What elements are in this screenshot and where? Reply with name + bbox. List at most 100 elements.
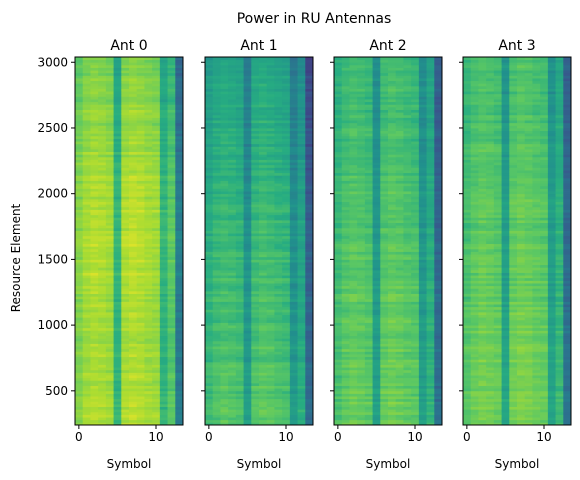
heatmap-cell: [152, 57, 161, 61]
heatmap-cell: [357, 372, 366, 376]
heatmap-cell: [305, 114, 314, 118]
heatmap-cell: [418, 382, 427, 386]
heatmap-cell: [90, 361, 99, 365]
heatmap-cell: [297, 193, 306, 197]
heatmap-cell: [113, 380, 122, 384]
heatmap-cell: [205, 356, 214, 360]
heatmap-cell: [372, 256, 381, 260]
heatmap-cell: [144, 101, 153, 105]
heatmap-cell: [82, 154, 91, 158]
heatmap-cell: [380, 335, 389, 339]
heatmap-cell: [289, 340, 298, 344]
heatmap-cell: [75, 351, 84, 355]
heatmap-cell: [334, 298, 343, 302]
heatmap-cell: [167, 340, 176, 344]
heatmap-cell: [357, 314, 366, 318]
heatmap-cell: [205, 78, 214, 82]
heatmap-cell: [357, 275, 366, 279]
heatmap-cell: [372, 385, 381, 389]
heatmap-cell: [121, 327, 130, 331]
heatmap-cell: [259, 88, 268, 92]
heatmap-cell: [82, 156, 91, 160]
heatmap-cell: [205, 75, 214, 79]
heatmap-cell: [289, 59, 298, 63]
heatmap-cell: [75, 364, 84, 368]
heatmap-cell: [152, 83, 161, 87]
heatmap-cell: [75, 246, 84, 250]
heatmap-cell: [98, 304, 107, 308]
heatmap-cell: [341, 235, 350, 239]
heatmap-cell: [105, 346, 114, 350]
heatmap-cell: [297, 411, 306, 415]
heatmap-cell: [426, 285, 435, 289]
heatmap-cell: [212, 156, 221, 160]
heatmap-cell: [251, 133, 260, 137]
heatmap-cell: [136, 143, 145, 147]
heatmap-cell: [105, 151, 114, 155]
heatmap-cell: [220, 125, 229, 129]
heatmap-cell: [129, 340, 138, 344]
heatmap-cell: [349, 267, 358, 271]
heatmap-cell: [434, 275, 443, 279]
heatmap-cell: [357, 317, 366, 321]
heatmap-cell: [266, 306, 275, 310]
heatmap-cell: [266, 219, 275, 223]
heatmap-cell: [305, 59, 314, 63]
heatmap-cell: [364, 364, 373, 368]
heatmap-cell: [289, 67, 298, 71]
heatmap-cell: [418, 319, 427, 323]
heatmap-cell: [297, 233, 306, 237]
heatmap-cell: [82, 290, 91, 294]
heatmap-cell: [426, 330, 435, 334]
heatmap-cell: [418, 330, 427, 334]
heatmap-cell: [75, 388, 84, 392]
heatmap-cell: [289, 212, 298, 216]
heatmap-cell: [105, 254, 114, 258]
heatmap-cell: [334, 322, 343, 326]
heatmap-cell: [297, 340, 306, 344]
heatmap-cell: [251, 185, 260, 189]
heatmap-cell: [274, 367, 283, 371]
heatmap-cell: [305, 238, 314, 242]
heatmap-cell: [266, 170, 275, 174]
heatmap-cell: [266, 338, 275, 342]
heatmap-cell: [266, 335, 275, 339]
heatmap-cell: [105, 206, 114, 210]
heatmap-cell: [426, 406, 435, 410]
heatmap-cell: [259, 393, 268, 397]
heatmap-cell: [341, 346, 350, 350]
heatmap-cell: [129, 230, 138, 234]
heatmap-cell: [205, 322, 214, 326]
heatmap-cell: [297, 248, 306, 252]
heatmap-cell: [251, 333, 260, 337]
heatmap-cell: [418, 269, 427, 273]
heatmap-cell: [372, 298, 381, 302]
heatmap-cell: [75, 254, 84, 258]
heatmap-cell: [144, 146, 153, 150]
heatmap-cell: [175, 398, 184, 402]
heatmap-cell: [90, 225, 99, 229]
heatmap-cell: [220, 325, 229, 329]
heatmap-cell: [220, 382, 229, 386]
heatmap-cell: [90, 288, 99, 292]
heatmap-cell: [243, 99, 252, 103]
heatmap-cell: [90, 335, 99, 339]
heatmap-cell: [243, 346, 252, 350]
heatmap-cell: [205, 293, 214, 297]
heatmap-cell: [305, 269, 314, 273]
heatmap-cell: [121, 238, 130, 242]
heatmap-cell: [212, 411, 221, 415]
heatmap-cell: [434, 304, 443, 308]
heatmap-cell: [403, 285, 412, 289]
heatmap-cell: [121, 133, 130, 137]
heatmap-cell: [167, 269, 176, 273]
heatmap-cell: [380, 233, 389, 237]
heatmap-cell: [334, 354, 343, 358]
heatmap-cell: [159, 319, 168, 323]
heatmap-cell: [349, 311, 358, 315]
heatmap-cell: [251, 67, 260, 71]
heatmap-cell: [251, 272, 260, 276]
heatmap-cell: [159, 191, 168, 195]
heatmap-cell: [243, 264, 252, 268]
heatmap-cell: [282, 246, 291, 250]
